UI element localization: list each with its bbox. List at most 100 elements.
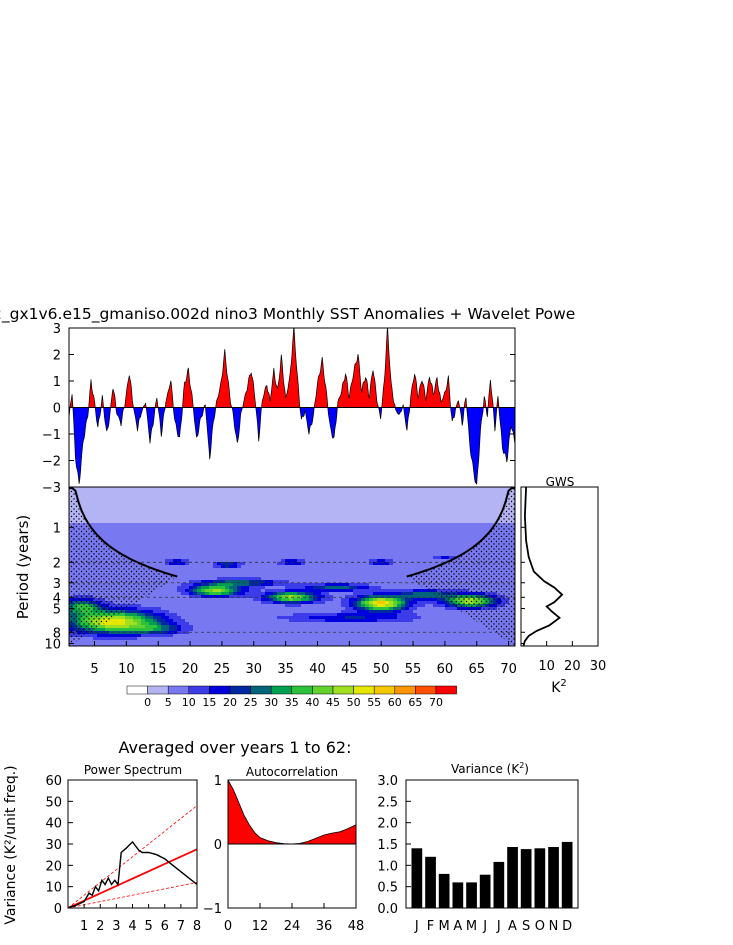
- wavelet-power-cell: [177, 493, 182, 497]
- wavelet-power-cell: [221, 511, 226, 515]
- wavelet-power-cell: [317, 583, 322, 587]
- wavelet-power-cell: [405, 577, 410, 581]
- wavelet-power-cell: [157, 613, 162, 617]
- wavelet-power-cell: [417, 496, 422, 500]
- wavelet-power-cell: [449, 520, 454, 524]
- wavelet-power-cell: [93, 517, 98, 521]
- wavelet-power-cell: [225, 514, 230, 518]
- wavelet-power-cell: [337, 586, 342, 590]
- wavelet-power-cell: [361, 613, 366, 617]
- wavelet-power-cell: [485, 493, 490, 497]
- wavelet-power-cell: [389, 559, 394, 563]
- wavelet-power-cell: [185, 535, 190, 539]
- wavelet-power-cell: [253, 616, 258, 620]
- wavelet-power-cell: [393, 562, 398, 566]
- wavelet-power-cell: [281, 532, 286, 536]
- wavelet-power-cell: [229, 535, 234, 539]
- wavelet-power-cell: [205, 547, 210, 551]
- wavelet-power-cell: [345, 553, 350, 557]
- wavelet-power-cell: [333, 514, 338, 518]
- wavelet-power-cell: [397, 550, 402, 554]
- wavelet-power-cell: [285, 499, 290, 503]
- wavelet-power-cell: [189, 496, 194, 500]
- wavelet-power-cell: [321, 592, 326, 596]
- wavelet-power-cell: [317, 604, 322, 608]
- wavelet-power-cell: [297, 487, 302, 491]
- wavelet-power-cell: [341, 526, 346, 530]
- wavelet-power-cell: [117, 544, 122, 548]
- wavelet-power-cell: [349, 547, 354, 551]
- wavelet-power-cell: [333, 511, 338, 515]
- wavelet-power-cell: [289, 496, 294, 500]
- wavelet-power-cell: [381, 592, 386, 596]
- wavelet-power-cell: [409, 526, 414, 530]
- wavelet-power-cell: [253, 526, 258, 530]
- wavelet-power-cell: [505, 490, 510, 494]
- wavelet-power-cell: [237, 568, 242, 572]
- wavelet-power-cell: [269, 526, 274, 530]
- wavelet-power-cell: [285, 553, 290, 557]
- wavelet-power-cell: [181, 529, 186, 533]
- wavelet-power-cell: [129, 538, 134, 542]
- wavelet-power-cell: [493, 487, 498, 491]
- wavelet-power-cell: [297, 541, 302, 545]
- wavelet-power-cell: [381, 547, 386, 551]
- wavelet-power-cell: [289, 565, 294, 569]
- wavelet-power-cell: [165, 532, 170, 536]
- wavelet-power-cell: [125, 541, 130, 545]
- wavelet-power-cell: [441, 490, 446, 494]
- wavelet-power-cell: [97, 514, 102, 518]
- wavelet-power-cell: [401, 598, 406, 602]
- wavelet-power-cell: [205, 493, 210, 497]
- wavelet-power-cell: [169, 619, 174, 623]
- wavelet-power-cell: [417, 517, 422, 521]
- wavelet-power-cell: [361, 607, 366, 611]
- wavelet-power-cell: [249, 505, 254, 509]
- timeseries-negative-anomaly: [69, 407, 515, 485]
- wavelet-power-cell: [353, 601, 358, 605]
- wavelet-power-cell: [441, 517, 446, 521]
- wavelet-power-cell: [217, 604, 222, 608]
- wavelet-power-cell: [337, 595, 342, 599]
- wavelet-power-cell: [317, 598, 322, 602]
- wavelet-power-cell: [437, 559, 442, 563]
- wavelet-power-cell: [317, 556, 322, 560]
- wavelet-power-cell: [297, 607, 302, 611]
- wavelet-power-cell: [277, 607, 282, 611]
- wavelet-power-cell: [161, 532, 166, 536]
- wavelet-power-cell: [305, 499, 310, 503]
- wavelet-power-cell: [381, 613, 386, 617]
- wavelet-power-cell: [373, 541, 378, 545]
- wavelet-power-cell: [105, 526, 110, 530]
- wavelet-power-cell: [201, 499, 206, 503]
- wavelet-power-cell: [217, 508, 222, 512]
- wavelet-power-cell: [161, 619, 166, 623]
- wavelet-power-cell: [373, 547, 378, 551]
- wavelet-power-cell: [417, 505, 422, 509]
- wavelet-power-cell: [385, 520, 390, 524]
- wavelet-power-cell: [357, 508, 362, 512]
- wavelet-power-cell: [429, 610, 434, 614]
- wavelet-power-cell: [197, 490, 202, 494]
- wavelet-power-cell: [393, 583, 398, 587]
- wavelet-power-cell: [309, 553, 314, 557]
- wavelet-power-cell: [345, 565, 350, 569]
- wavelet-power-cell: [361, 526, 366, 530]
- wavelet-power-cell: [265, 598, 270, 602]
- wavelet-power-cell: [381, 568, 386, 572]
- wavelet-power-cell: [125, 619, 130, 623]
- wavelet-power-cell: [345, 508, 350, 512]
- wavelet-power-cell: [381, 556, 386, 560]
- wavelet-power-cell: [129, 511, 134, 515]
- wavelet-power-cell: [225, 529, 230, 533]
- wavelet-power-cell: [289, 487, 294, 491]
- wavelet-power-cell: [153, 598, 158, 602]
- wavelet-power-cell: [129, 508, 134, 512]
- wavelet-power-cell: [429, 499, 434, 503]
- wavelet-power-cell: [241, 577, 246, 581]
- wavelet-power-cell: [125, 547, 130, 551]
- wavelet-power-cell: [385, 505, 390, 509]
- wavelet-power-cell: [289, 595, 294, 599]
- wavelet-power-cell: [253, 505, 258, 509]
